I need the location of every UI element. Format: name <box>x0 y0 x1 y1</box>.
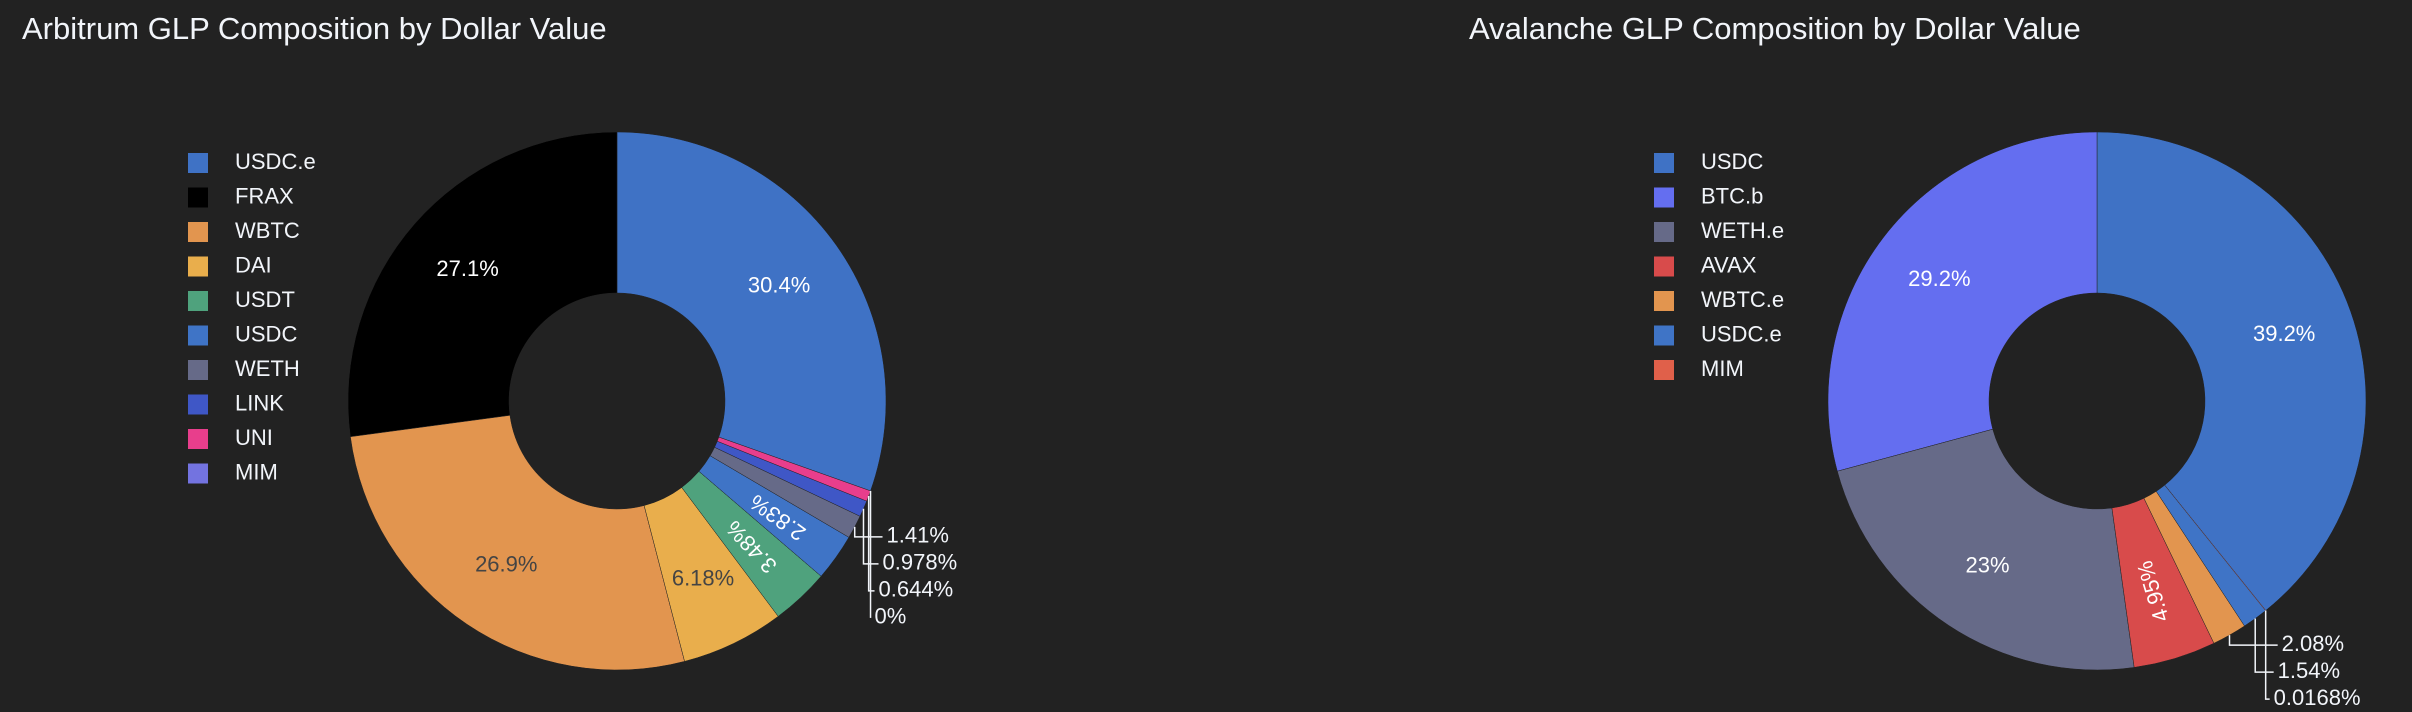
pie-slice <box>1837 428 2135 671</box>
legend-swatch <box>188 256 208 277</box>
slice-label-outside: 0% <box>875 604 907 629</box>
pie-slice <box>616 131 887 492</box>
leader-line <box>867 496 875 592</box>
legend-swatch <box>188 291 208 311</box>
slice-label: 30.4% <box>748 272 810 297</box>
slice-label-outside: 0.644% <box>879 577 954 602</box>
pie-slice <box>709 446 861 538</box>
legend-label: MIM <box>235 459 278 484</box>
legend-label: AVAX <box>1701 252 1757 277</box>
legend-swatch <box>188 153 208 173</box>
slice-label: 23% <box>1966 552 2010 577</box>
legend-swatch <box>188 187 208 208</box>
legend-label: MIM <box>1701 356 1744 381</box>
legend-label: WBTC.e <box>1701 287 1784 312</box>
pie-slice <box>2096 131 2367 611</box>
legend-swatch <box>188 325 208 346</box>
chart-title: Arbitrum GLP Composition by Dollar Value <box>22 11 607 46</box>
legend-swatch <box>1654 256 1674 277</box>
legend-label: USDC <box>1701 149 1763 174</box>
legend-label: LINK <box>235 390 284 415</box>
legend-swatch <box>1654 360 1674 380</box>
legend-label: WETH.e <box>1701 218 1784 243</box>
slice-label-outside: 1.54% <box>2278 658 2340 683</box>
pie-slice <box>350 415 685 671</box>
legend-swatch <box>1654 187 1674 208</box>
chart-title: Avalanche GLP Composition by Dollar Valu… <box>1469 11 2081 46</box>
pie-slice <box>2164 485 2266 611</box>
legend-label: USDT <box>235 287 295 312</box>
slice-label: 27.1% <box>436 256 498 281</box>
pie-slice <box>2143 490 2245 644</box>
legend-swatch <box>188 429 208 449</box>
pie-slice <box>681 470 822 617</box>
slice-label: 39.2% <box>2253 321 2315 346</box>
legend-swatch <box>188 463 208 484</box>
leader-line <box>2254 618 2274 673</box>
slice-label: 29.2% <box>1908 266 1970 291</box>
leader-line <box>2228 635 2278 646</box>
legend-label: WETH <box>235 356 300 381</box>
legend-label: USDC <box>235 321 297 346</box>
legend-label: FRAX <box>235 183 294 208</box>
legend-swatch <box>1654 222 1674 242</box>
pie-slice <box>1827 131 2098 472</box>
legend-swatch <box>1654 153 1674 173</box>
pie-slice <box>2111 497 2215 668</box>
legend-label: BTC.b <box>1701 183 1763 208</box>
legend-swatch <box>188 360 208 380</box>
legend-swatch <box>1654 291 1674 311</box>
legend-label: USDC.e <box>235 149 316 174</box>
legend-label: WBTC <box>235 218 300 243</box>
slice-label-outside: 0.0168% <box>2274 685 2361 710</box>
legend-label: USDC.e <box>1701 321 1782 346</box>
legend-label: UNI <box>235 425 273 450</box>
slice-label-outside: 1.41% <box>887 523 949 548</box>
leader-line <box>2264 610 2270 700</box>
slice-label: 26.9% <box>475 552 537 577</box>
slice-label-outside: 2.08% <box>2282 631 2344 656</box>
legend-swatch <box>188 222 208 242</box>
leader-line <box>862 508 879 565</box>
legend-label: DAI <box>235 252 272 277</box>
pie-slice <box>2155 484 2266 627</box>
pie-slice <box>347 131 618 438</box>
pie-slice <box>716 436 871 502</box>
pie-slice <box>643 487 779 662</box>
legend-swatch <box>1654 325 1674 346</box>
leader-line <box>853 526 883 538</box>
slice-label: 6.18% <box>672 566 734 591</box>
legend-swatch <box>188 394 208 415</box>
pie-slice <box>698 455 850 577</box>
slice-label-outside: 0.978% <box>883 550 958 575</box>
pie-slice <box>714 440 868 517</box>
